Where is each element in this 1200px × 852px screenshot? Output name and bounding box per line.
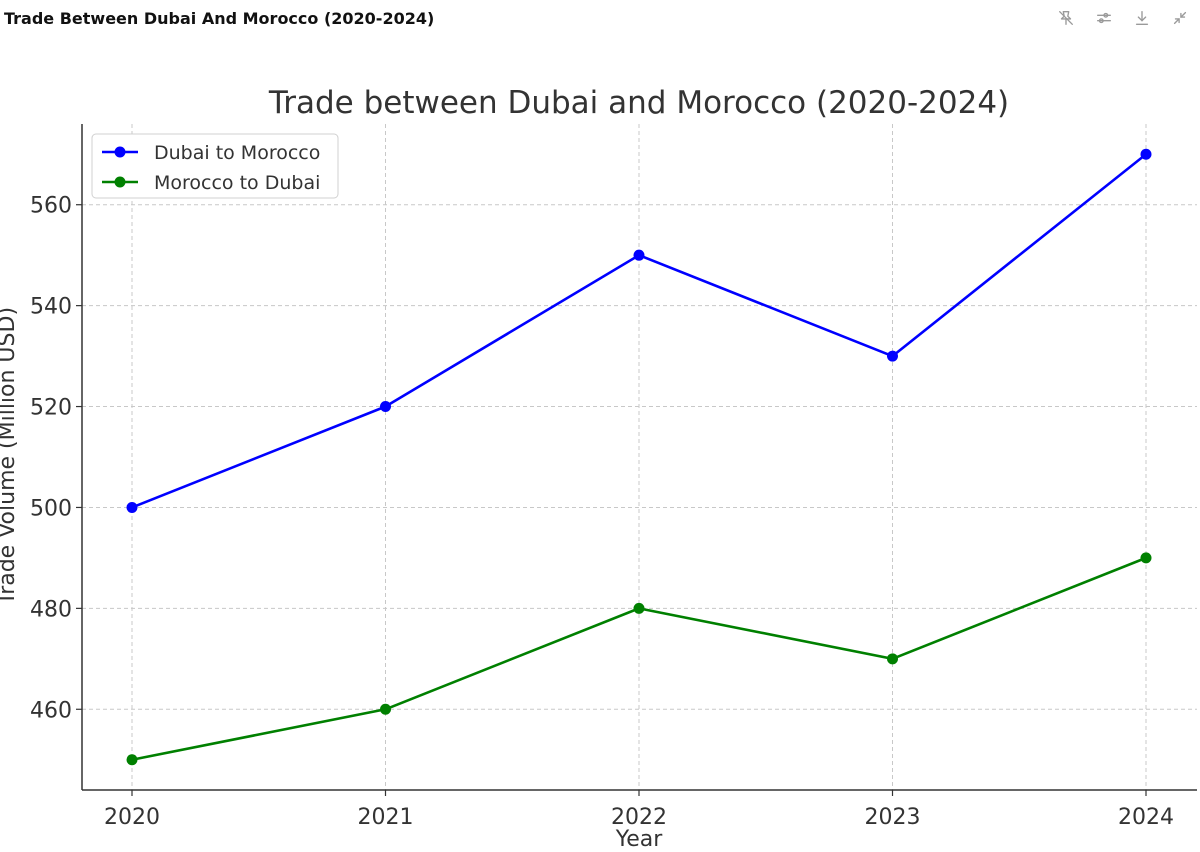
y-tick-label: 520 — [30, 396, 72, 421]
filter-settings-button[interactable] — [1092, 6, 1116, 30]
y-axis-label: Trade Volume (Million USD) — [0, 307, 20, 606]
legend-marker-morocco-to-dubai — [114, 176, 126, 188]
y-tick-label: 560 — [30, 194, 72, 219]
legend-box — [91, 133, 339, 199]
data-point-morocco-to-dubai — [633, 602, 645, 614]
collapse-button[interactable] — [1168, 6, 1192, 30]
data-point-morocco-to-dubai — [1140, 552, 1152, 564]
series-dubai-to-morocco — [126, 148, 1152, 513]
chart-title: Trade between Dubai and Morocco (2020-20… — [268, 85, 1009, 121]
pin-off-icon — [1059, 11, 1073, 25]
data-series — [126, 148, 1152, 766]
x-tick-label: 2024 — [1118, 805, 1174, 830]
data-point-dubai-to-morocco — [887, 350, 898, 362]
pin-off-button[interactable] — [1054, 6, 1078, 30]
data-point-morocco-to-dubai — [126, 754, 138, 766]
title-bar: Trade Between Dubai And Morocco (2020-20… — [0, 0, 1200, 40]
data-point-dubai-to-morocco — [633, 249, 645, 261]
data-point-morocco-to-dubai — [887, 653, 898, 665]
download-button[interactable] — [1130, 6, 1154, 30]
data-point-dubai-to-morocco — [126, 501, 138, 513]
x-tick-label: 2023 — [865, 805, 921, 830]
legend-marker-dubai-to-morocco — [114, 146, 126, 158]
x-axis-ticks: 2020 2021 2022 2023 2024 — [104, 790, 1174, 830]
sliders-icon — [1097, 12, 1111, 24]
data-point-morocco-to-dubai — [380, 703, 391, 715]
y-tick-label: 540 — [30, 295, 72, 320]
download-icon — [1135, 11, 1149, 25]
y-axis-ticks: 460 480 500 520 540 560 — [30, 194, 82, 723]
line-chart: Trade between Dubai and Morocco (2020-20… — [0, 85, 1197, 852]
x-tick-label: 2020 — [104, 805, 160, 830]
collapse-icon — [1173, 11, 1187, 25]
grid-lines — [82, 124, 1197, 790]
y-tick-label: 480 — [30, 597, 72, 622]
y-tick-label: 500 — [30, 496, 72, 521]
legend-label-dubai-to-morocco: Dubai to Morocco — [154, 142, 320, 164]
data-point-dubai-to-morocco — [380, 401, 391, 413]
legend-label-morocco-to-dubai: Morocco to Dubai — [154, 172, 320, 194]
window-title: Trade Between Dubai And Morocco (2020-20… — [4, 9, 435, 28]
data-point-dubai-to-morocco — [1140, 148, 1152, 160]
x-tick-label: 2021 — [358, 805, 414, 830]
series-morocco-to-dubai — [126, 552, 1152, 766]
chart-toolbar — [1054, 6, 1192, 30]
x-tick-label: 2022 — [611, 805, 667, 830]
y-tick-label: 460 — [30, 698, 72, 723]
x-axis-label: Year — [615, 827, 664, 852]
legend: Dubai to Morocco Morocco to Dubai — [91, 133, 339, 199]
